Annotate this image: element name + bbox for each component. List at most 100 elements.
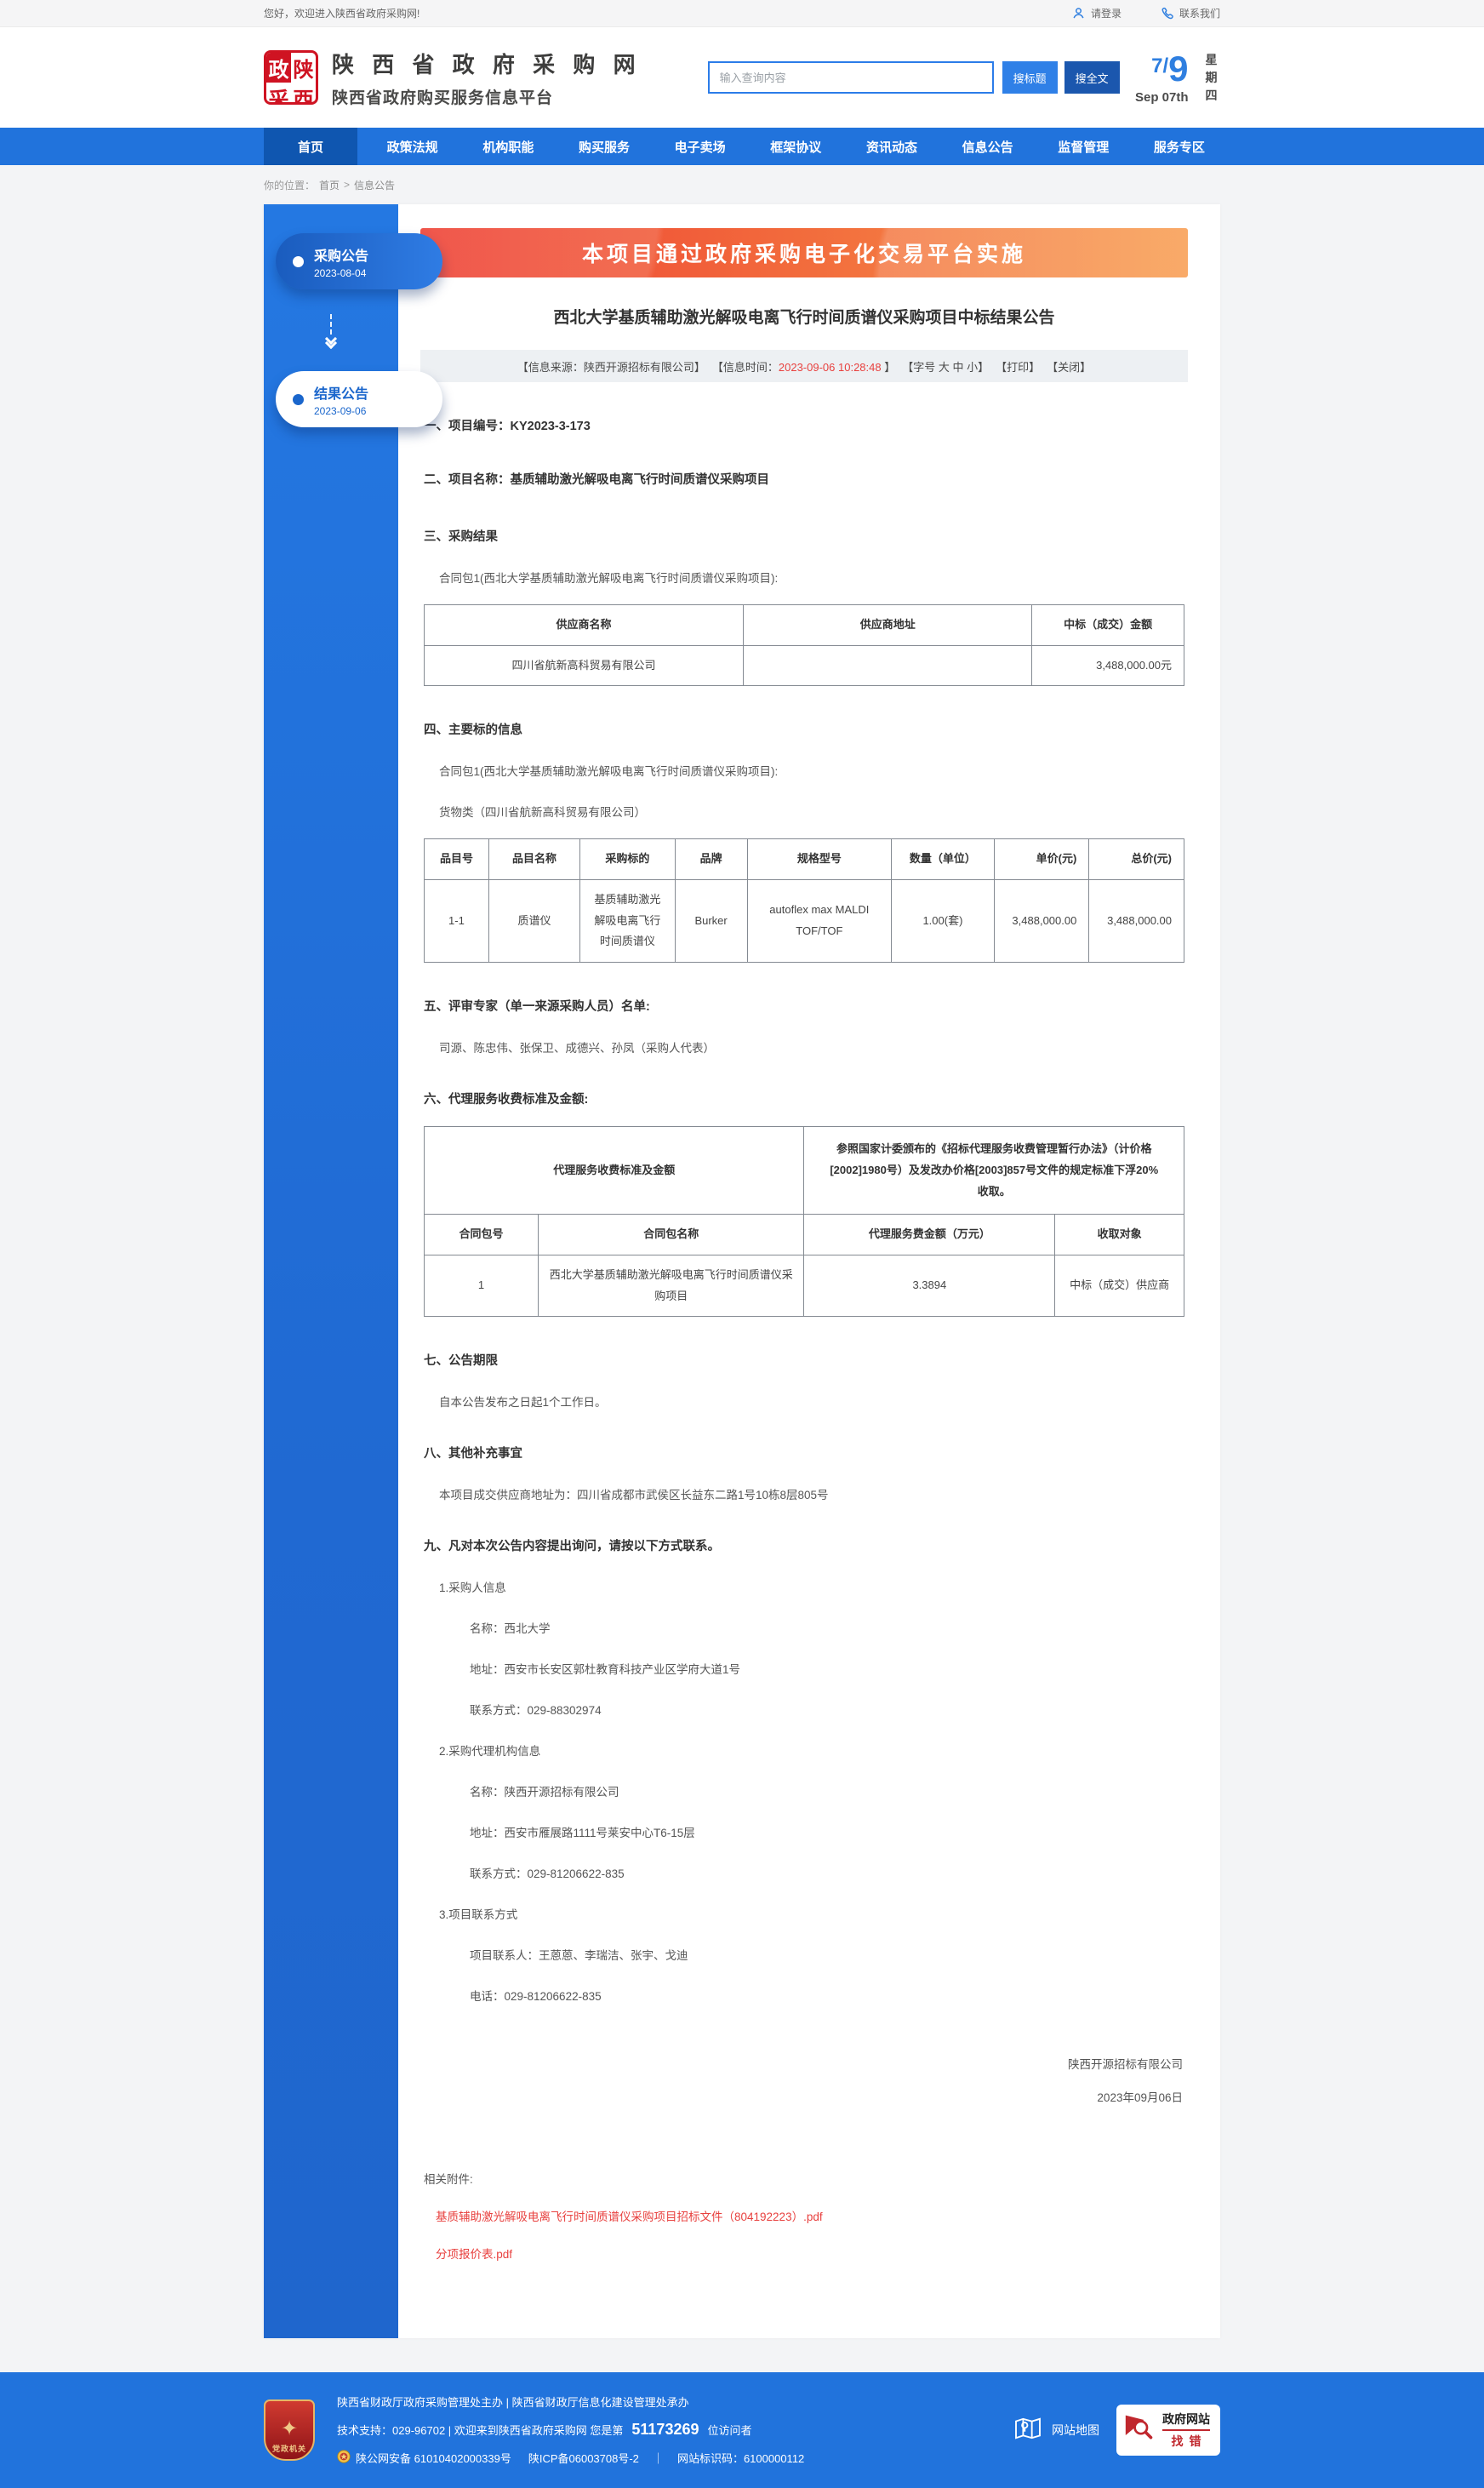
table-header-row: 品目号 品目名称 采购标的 品牌 规格型号 数量（单位） 单价(元) 总价(元) — [424, 838, 1184, 881]
footer-beian-line: 陕公网安备 61010402000339号 陕ICP备06003708号-2 ｜… — [337, 2450, 804, 2466]
step-procurement-announcement[interactable]: 采购公告 2023-08-04 — [276, 233, 442, 289]
step-title: 结果公告 — [314, 386, 369, 402]
purchaser-info-title: 1.采购人信息 — [439, 1581, 506, 1595]
nav-item-emall[interactable]: 电子卖场 — [674, 140, 726, 155]
breadcrumb-home[interactable]: 首页 — [319, 179, 340, 192]
col-fee-amount: 代理服务费金额（万元） — [803, 1214, 1056, 1255]
contact-link[interactable]: 联系我们 — [1161, 6, 1220, 20]
nav-item-supervision[interactable]: 监督管理 — [1058, 140, 1110, 155]
step-result-announcement[interactable]: 结果公告 2023-09-06 — [276, 371, 442, 427]
site-header: 政 陕 采 西 陕 西 省 政 府 采 购 网 陕西省政府购买服务信息平台 搜标… — [0, 27, 1484, 128]
section-other-matters: 八、其他补充事宜 — [424, 1447, 522, 1461]
attachment-bid-document-link[interactable]: 基质辅助激光解吸电离飞行时间质谱仪采购项目招标文件（804192223）.pdf — [436, 2210, 823, 2223]
shield-label: 党政机关 — [271, 2444, 306, 2453]
search-title-button[interactable]: 搜标题 — [1002, 61, 1058, 94]
print-button[interactable]: 【打印】 — [996, 360, 1041, 374]
supplier-table: 供应商名称 供应商地址 中标（成交）金额 四川省航新高科贸易有限公司 3,488… — [423, 604, 1184, 687]
meta-bar: 【信息来源：陕西开源招标有限公司】 【信息时间：2023-09-06 10:28… — [420, 350, 1188, 382]
icp-beian: 陕ICP备06003708号-2 — [528, 2452, 639, 2466]
table-header-row: 合同包号 合同包名称 代理服务费金额（万元） 收取对象 — [424, 1214, 1184, 1255]
step-dot — [293, 255, 304, 267]
gongan-beian-link[interactable]: 陕公网安备 61010402000339号 — [356, 2452, 511, 2466]
nav-item-service-zone[interactable]: 服务专区 — [1153, 140, 1205, 155]
nav-item-policies[interactable]: 政策法规 — [386, 140, 438, 155]
fee-payer: 中标（成交）供应商 — [1054, 1254, 1184, 1318]
site-logo[interactable]: 政 陕 采 西 — [264, 50, 318, 105]
package-no: 1 — [424, 1254, 539, 1318]
login-link[interactable]: 请登录 — [1072, 6, 1122, 20]
search-fulltext-button[interactable]: 搜全文 — [1064, 61, 1120, 94]
close-button[interactable]: 【关闭】 — [1047, 360, 1092, 374]
item-unit-price: 3,488,000.00 — [993, 879, 1090, 964]
footer-info: 陕西省财政厅政府采购管理处主办 | 陕西省财政厅信息化建设管理处承办 技术支持：… — [337, 2394, 804, 2466]
font-size-control[interactable]: 【字号 大 中 小】 — [902, 360, 990, 374]
err-badge-top: 政府网站 — [1162, 2411, 1210, 2431]
agency-address: 地址：西安市雁展路1111号莱安中心T6-15层 — [470, 1827, 695, 1840]
search-input[interactable] — [707, 61, 994, 94]
item-total-price: 3,488,000.00 — [1088, 879, 1184, 964]
nav-item-announcements[interactable]: 信息公告 — [962, 140, 1013, 155]
col-package-name: 合同包名称 — [537, 1214, 805, 1255]
col-quantity: 数量（单位） — [891, 838, 995, 881]
step-date: 2023-09-06 — [314, 404, 367, 417]
nav-item-news[interactable]: 资讯动态 — [865, 140, 917, 155]
breadcrumb-label: 你的位置： — [264, 179, 316, 192]
table-row: 1 西北大学基质辅助激光解吸电离飞行时间质谱仪采购项目 3.3894 中标（成交… — [424, 1254, 1184, 1318]
item-name: 质谱仪 — [488, 879, 581, 964]
nav-item-framework[interactable]: 框架协议 — [770, 140, 822, 155]
meta-source: 【信息来源：陕西开源招标有限公司】 — [517, 360, 705, 374]
category-line: 货物类（四川省航新高科贸易有限公司） — [439, 806, 646, 820]
table-row: 四川省航新高科贸易有限公司 3,488,000.00元 — [423, 644, 1184, 687]
welcome-text: 您好，欢迎进入陕西省政府采购网! — [264, 8, 420, 20]
package-name: 西北大学基质辅助激光解吸电离飞行时间质谱仪采购项目 — [537, 1254, 805, 1318]
sitemap-link[interactable]: 网站地图 — [1014, 2417, 1099, 2443]
police-badge-icon — [337, 2450, 351, 2466]
experts-names: 司源、陈忠伟、张保卫、成德兴、孙凤（采购人代表） — [439, 1042, 715, 1055]
col-supplier-name: 供应商名称 — [423, 604, 745, 646]
col-total-price: 总价(元) — [1088, 838, 1184, 881]
section-inquiries: 九、凡对本次公告内容提出询问，请按以下方式联系。 — [424, 1540, 720, 1554]
attachment-quotation-link[interactable]: 分项报价表.pdf — [436, 2247, 513, 2261]
signature-company: 陕西开源招标有限公司 — [1068, 2058, 1183, 2072]
agency-fee-basis: 参照国家计委颁布的《招标代理服务收费管理暂行办法》（计价格[2002]1980号… — [803, 1126, 1184, 1215]
package-line: 合同包1(西北大学基质辅助激光解吸电离飞行时间质谱仪采购项目): — [439, 765, 779, 779]
date-english: Sep 07th — [1134, 89, 1189, 105]
logo-char: 政 — [266, 53, 291, 83]
meta-time: 【信息时间：2023-09-06 10:28:48 】 — [711, 360, 896, 374]
agency-fee-label: 代理服务收费标准及金额 — [423, 1126, 805, 1215]
nav-item-home[interactable]: 首页 — [264, 128, 358, 165]
topbar-links: 请登录 联系我们 — [1072, 6, 1220, 20]
step-date: 2023-08-04 — [314, 266, 367, 279]
section-experts: 五、评审专家（单一来源采购人员）名单: — [424, 1000, 650, 1015]
project-contacts: 项目联系人：王蒽蒽、李瑞洁、张宇、戈迪 — [470, 1949, 688, 1963]
announcement-timeline: 采购公告 2023-08-04 结果公告 2023-09-06 — [264, 204, 442, 2338]
nav-item-purchase-service[interactable]: 购买服务 — [578, 140, 630, 155]
search-area: 搜标题 搜全文 — [707, 61, 1120, 94]
weekday-label: 星期四 — [1205, 52, 1218, 102]
breadcrumb-current[interactable]: 信息公告 — [354, 179, 396, 192]
timeline-arrow-icon — [264, 289, 398, 371]
table-row: 1-1 质谱仪 基质辅助激光解吸电离飞行时间质谱仪 Burker autofle… — [424, 879, 1184, 964]
award-amount: 3,488,000.00元 — [1031, 644, 1184, 687]
col-package-no: 合同包号 — [424, 1214, 539, 1255]
nav-item-functions[interactable]: 机构职能 — [482, 140, 534, 155]
party-government-shield-icon: ✦ 党政机关 — [264, 2399, 315, 2461]
purchaser-name: 名称：西北大学 — [470, 1622, 551, 1636]
project-phone: 电话：029-81206622-835 — [470, 1990, 602, 2004]
col-model: 规格型号 — [746, 838, 893, 881]
item-no: 1-1 — [424, 879, 489, 964]
step-dot — [293, 393, 304, 405]
section-main-subject: 四、主要标的信息 — [424, 724, 522, 738]
platform-banner: 本项目通过政府采购电子化交易平台实施 — [420, 228, 1188, 277]
gov-site-error-report-badge[interactable]: 政府网站 找错 — [1116, 2404, 1220, 2456]
col-subject: 采购标的 — [579, 838, 676, 881]
col-item-no: 品目号 — [424, 838, 489, 881]
breadcrumb: 你的位置： 首页 > 信息公告 — [264, 165, 1220, 204]
logo-char: 采 — [268, 89, 289, 105]
purchaser-address: 地址：西安市长安区郭杜教育科技产业区学府大道1号 — [470, 1663, 741, 1677]
col-item-name: 品目名称 — [488, 838, 581, 881]
flag-magnifier-icon — [1124, 2412, 1155, 2447]
item-quantity: 1.00(套) — [891, 879, 995, 964]
step-title: 采购公告 — [314, 249, 369, 264]
